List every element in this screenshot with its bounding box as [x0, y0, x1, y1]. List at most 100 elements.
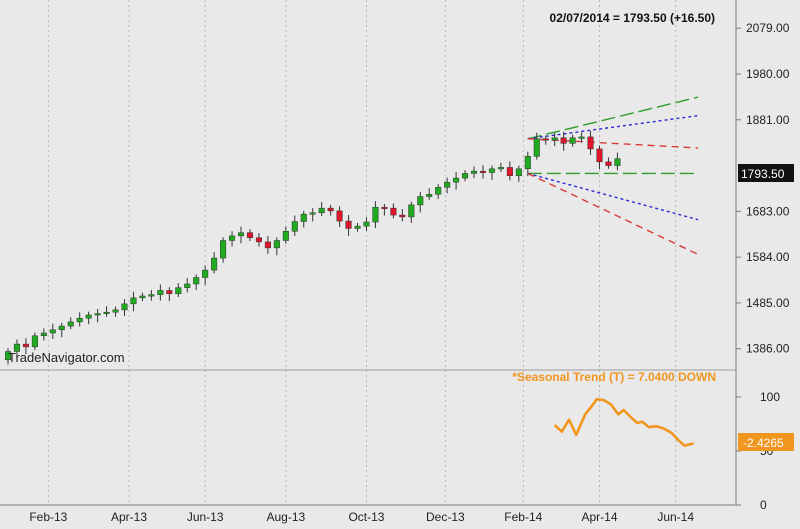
- candle-body: [354, 225, 361, 229]
- candle-body: [121, 303, 128, 311]
- candle-body: [76, 317, 83, 323]
- candle-body: [13, 343, 20, 352]
- indicator-value-tag-box: [738, 433, 794, 451]
- candle-body: [506, 167, 513, 177]
- x-tick-label: Apr-14: [581, 510, 617, 524]
- candle-body: [193, 277, 200, 285]
- price-axis: 2079.00 1980.00 1881.00 1683.00 1584.00 1485.…: [736, 21, 790, 356]
- candle-body: [40, 332, 47, 337]
- candle-body: [551, 137, 558, 141]
- candle-body: [318, 207, 325, 213]
- candle-body: [264, 241, 271, 249]
- candle-body: [444, 181, 451, 188]
- seasonal-trend-label: *Seasonal Trend (T) = 7.0400 DOWN: [512, 370, 716, 384]
- candle-body: [246, 232, 254, 238]
- candle-body: [524, 156, 531, 170]
- ind-tick-label: 100: [760, 390, 780, 404]
- last-price-tag-text: 1793.50: [741, 167, 785, 181]
- candle-body: [67, 321, 74, 327]
- y-tick-label: 1584.00: [746, 250, 790, 264]
- candle-body: [569, 137, 576, 144]
- quote-header: 02/07/2014 = 1793.50 (+16.50): [550, 11, 715, 25]
- x-tick-label: Feb-14: [504, 510, 542, 524]
- candle-body: [363, 221, 370, 227]
- candle-body: [470, 170, 478, 174]
- candle-body: [327, 207, 334, 212]
- candle-body: [184, 283, 191, 288]
- watermark: TradeNavigator.com: [8, 350, 125, 365]
- grid-lines: [47, 0, 677, 505]
- y-tick-label: 1386.00: [746, 342, 790, 356]
- y-tick-label: 1485.00: [746, 296, 790, 310]
- x-tick-label: Oct-13: [348, 510, 384, 524]
- last-price-tag-box: [738, 164, 794, 182]
- candle-body: [85, 314, 92, 319]
- candle-body: [49, 329, 56, 334]
- price-candles: [4, 130, 621, 365]
- candle-body: [533, 138, 540, 157]
- y-tick-label: 1881.00: [746, 113, 790, 127]
- y-tick-label: 1980.00: [746, 67, 790, 81]
- projection-line-5: [527, 172, 699, 256]
- candle-body: [31, 335, 38, 348]
- candle-body: [399, 214, 406, 218]
- candle-body: [300, 213, 307, 222]
- y-tick-label: 2079.00: [746, 21, 790, 35]
- candle-body: [157, 290, 164, 295]
- candle-body: [291, 221, 298, 232]
- projection-line-0: [527, 96, 699, 140]
- candle-body: [390, 207, 397, 216]
- candle-body: [372, 206, 379, 223]
- candle-body: [22, 343, 29, 348]
- candle-body: [202, 269, 209, 278]
- candle-body: [103, 311, 110, 314]
- candle-body: [435, 187, 442, 195]
- candle-body: [166, 290, 173, 294]
- candle-body: [139, 295, 146, 299]
- candle-body: [237, 232, 245, 237]
- candle-body: [4, 351, 12, 361]
- candle-body: [587, 136, 594, 150]
- candle-body: [497, 167, 504, 170]
- candle-body: [273, 240, 280, 249]
- x-tick-label: Apr-13: [111, 510, 147, 524]
- candle-body: [336, 210, 343, 222]
- candle-body: [148, 294, 155, 297]
- candle-body: [282, 231, 289, 241]
- candle-body: [426, 194, 433, 197]
- time-axis: Feb-13 Apr-13 Jun-13 Aug-13 Oct-13 Dec-13 Feb-…: [29, 510, 694, 524]
- candle-body: [560, 137, 567, 144]
- x-tick-label: Feb-13: [29, 510, 67, 524]
- candle-body: [515, 168, 522, 176]
- projection-line-1: [527, 114, 699, 140]
- candle-body: [211, 257, 218, 271]
- candle-body: [58, 325, 65, 331]
- candle-body: [596, 148, 603, 163]
- candle-body: [309, 212, 316, 215]
- candle-body: [345, 220, 352, 229]
- indicator-value-tag: -2.4265: [738, 433, 794, 451]
- candle-body: [453, 177, 460, 183]
- x-tick-label: Jun-14: [657, 510, 694, 524]
- x-tick-label: Jun-13: [187, 510, 224, 524]
- candle-body: [408, 204, 415, 218]
- candle-body: [112, 309, 119, 313]
- x-tick-label: Aug-13: [266, 510, 305, 524]
- candle-body: [175, 287, 182, 294]
- candle-body: [614, 158, 621, 166]
- candle-body: [605, 161, 612, 166]
- candle-body: [417, 196, 424, 206]
- candle-body: [578, 136, 585, 139]
- indicator-value-tag-text: -2.4265: [743, 436, 784, 450]
- y-tick-label: 1683.00: [746, 204, 790, 218]
- candle-body: [479, 170, 487, 173]
- candle-body: [255, 237, 262, 243]
- seasonal-trend-line: [553, 397, 694, 447]
- last-price-tag: 1793.50: [738, 164, 794, 182]
- ind-tick-label: 0: [760, 498, 767, 512]
- candle-body: [94, 313, 101, 316]
- x-tick-label: Dec-13: [426, 510, 465, 524]
- candle-body: [381, 206, 388, 209]
